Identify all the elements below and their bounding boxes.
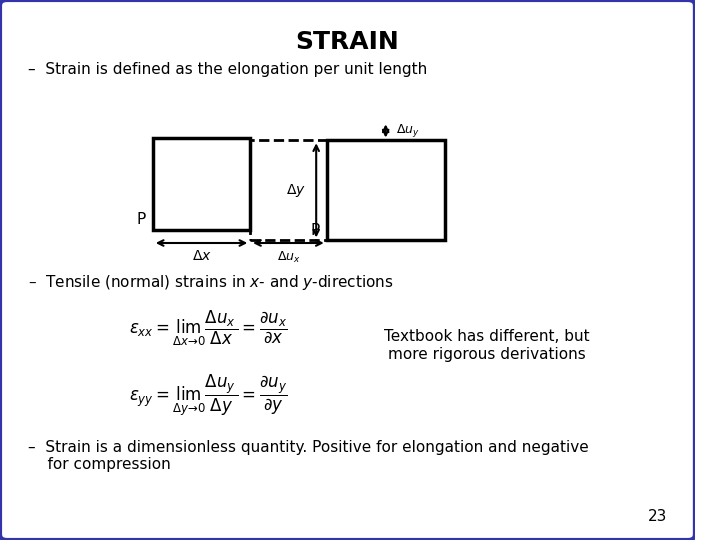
Bar [327, 140, 445, 240]
Text: $\varepsilon_{yy} = \lim_{\Delta y \to 0} \dfrac{\Delta u_y}{\Delta y} = \dfrac{: $\varepsilon_{yy} = \lim_{\Delta y \to 0… [129, 373, 288, 418]
Text: P: P [310, 222, 320, 238]
Text: –  Strain is defined as the elongation per unit length: – Strain is defined as the elongation pe… [28, 62, 427, 77]
FancyBboxPatch shape [0, 0, 695, 540]
Text: $\varepsilon_{xx} = \lim_{\Delta x \to 0} \dfrac{\Delta u_x}{\Delta x} = \dfrac{: $\varepsilon_{xx} = \lim_{\Delta x \to 0… [129, 308, 288, 348]
Bar [250, 140, 445, 240]
Text: $\Delta u_x$: $\Delta u_x$ [276, 249, 300, 265]
Text: $\Delta u_y$: $\Delta u_y$ [396, 123, 420, 139]
Bar [153, 138, 250, 230]
Text: –  Strain is a dimensionless quantity. Positive for elongation and negative
    : – Strain is a dimensionless quantity. Po… [28, 440, 588, 472]
Text: 23: 23 [648, 509, 667, 524]
Text: STRAIN: STRAIN [296, 30, 400, 53]
Text: $\Delta y$: $\Delta y$ [286, 182, 306, 199]
Text: –  Tensile (normal) strains in $x$- and $y$-directions: – Tensile (normal) strains in $x$- and $… [28, 273, 393, 292]
Text: P: P [137, 212, 146, 227]
Text: Textbook has different, but
more rigorous derivations: Textbook has different, but more rigorou… [384, 329, 589, 362]
Text: $\Delta x$: $\Delta x$ [192, 249, 212, 264]
